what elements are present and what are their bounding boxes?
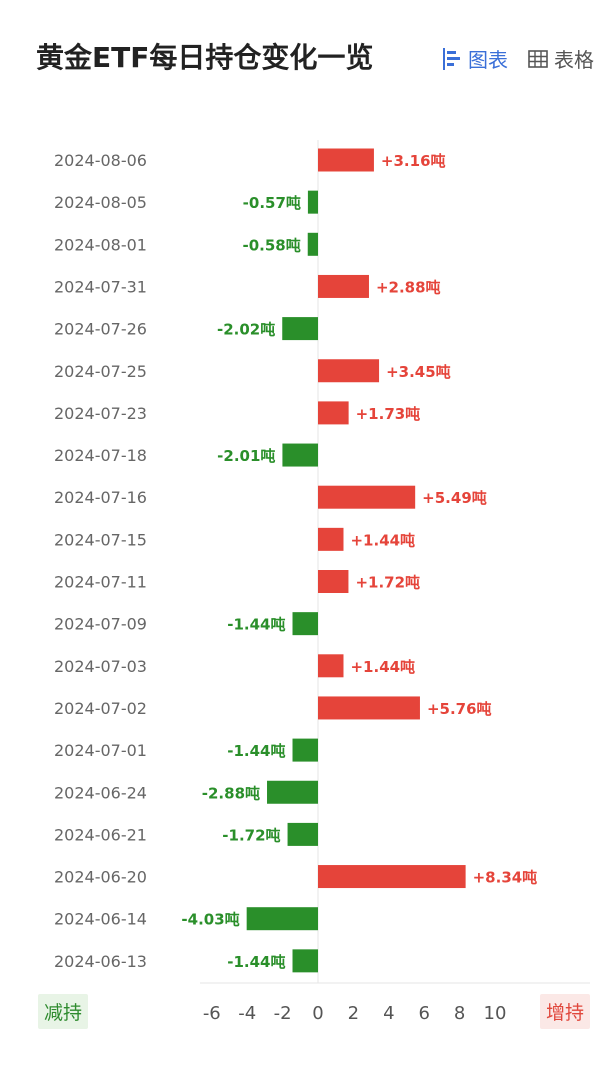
bar-data-label: +8.34吨 bbox=[473, 869, 538, 887]
bar-data-label: -4.03吨 bbox=[181, 911, 239, 929]
negative-bar bbox=[292, 738, 318, 762]
negative-bar bbox=[246, 907, 318, 931]
positive-bar bbox=[318, 485, 416, 509]
x-tick-label: -2 bbox=[274, 1003, 292, 1024]
bar-chart-icon bbox=[443, 47, 460, 70]
table-grid-icon bbox=[528, 49, 548, 68]
category-label: 2024-08-01 bbox=[54, 235, 147, 254]
chart-header: 黄金ETF每日持仓变化一览 图表 表格 bbox=[0, 0, 608, 110]
x-tick-label: 0 bbox=[312, 1003, 323, 1024]
bar-data-label: +1.44吨 bbox=[350, 531, 415, 549]
category-label: 2024-07-26 bbox=[54, 320, 147, 339]
bar-data-label: +2.88吨 bbox=[376, 278, 441, 296]
category-label: 2024-07-15 bbox=[54, 530, 147, 549]
x-tick-label: 2 bbox=[348, 1003, 359, 1024]
x-tick-label: 8 bbox=[454, 1003, 465, 1024]
negative-bar bbox=[267, 780, 318, 804]
category-label: 2024-07-23 bbox=[54, 404, 147, 423]
bar-data-label: -0.57吨 bbox=[243, 194, 301, 212]
category-label: 2024-07-02 bbox=[54, 699, 147, 718]
category-label: 2024-07-25 bbox=[54, 362, 147, 381]
bar-data-label: -2.02吨 bbox=[217, 321, 275, 339]
negative-bar bbox=[292, 612, 318, 636]
positive-bar bbox=[318, 654, 344, 678]
category-label: 2024-07-16 bbox=[54, 488, 147, 507]
negative-bar bbox=[287, 822, 318, 846]
category-label: 2024-06-13 bbox=[54, 952, 147, 971]
bar-data-label: -1.44吨 bbox=[227, 953, 285, 971]
page-title: 黄金ETF每日持仓变化一览 bbox=[36, 41, 374, 74]
bar-data-label: -2.01吨 bbox=[217, 447, 275, 465]
bar-data-label: +5.49吨 bbox=[422, 489, 487, 507]
tab-chart-view[interactable]: 图表 bbox=[442, 44, 508, 73]
positive-bar bbox=[318, 696, 420, 720]
negative-bar bbox=[282, 443, 318, 467]
category-label: 2024-07-01 bbox=[54, 741, 147, 760]
category-label: 2024-06-14 bbox=[54, 910, 147, 929]
bar-data-label: -1.72吨 bbox=[222, 826, 280, 844]
category-label: 2024-07-09 bbox=[54, 615, 147, 634]
category-label: 2024-06-20 bbox=[54, 868, 147, 887]
positive-bar bbox=[318, 865, 466, 889]
category-label: 2024-08-06 bbox=[54, 151, 147, 170]
tab-chart-label: 图表 bbox=[468, 48, 508, 72]
category-label: 2024-06-21 bbox=[54, 825, 147, 844]
bar-data-label: +1.72吨 bbox=[355, 574, 420, 592]
positive-bar bbox=[318, 359, 380, 383]
bar-data-label: -0.58吨 bbox=[242, 236, 300, 254]
positive-bar bbox=[318, 527, 344, 551]
category-label: 2024-08-05 bbox=[54, 193, 147, 212]
tab-table-view[interactable]: 表格 bbox=[528, 44, 594, 73]
x-tick-label: 6 bbox=[418, 1003, 429, 1024]
bar-data-label: +5.76吨 bbox=[427, 700, 492, 718]
negative-bar bbox=[282, 317, 318, 341]
category-label: 2024-07-18 bbox=[54, 446, 147, 465]
category-label: 2024-06-24 bbox=[54, 783, 147, 802]
positive-bar bbox=[318, 274, 369, 298]
category-label: 2024-07-03 bbox=[54, 657, 147, 676]
bar-data-label: +1.44吨 bbox=[350, 658, 415, 676]
x-tick-label: 10 bbox=[484, 1003, 507, 1024]
increase-legend-label: 增持 bbox=[540, 994, 591, 1029]
bar-data-label: -1.44吨 bbox=[227, 616, 285, 634]
negative-bar bbox=[307, 190, 318, 214]
category-label: 2024-07-31 bbox=[54, 277, 147, 296]
negative-bar bbox=[307, 232, 318, 256]
negative-bar bbox=[292, 949, 318, 973]
x-tick-label: -4 bbox=[238, 1003, 256, 1024]
positive-bar bbox=[318, 570, 349, 593]
reduce-legend-label: 减持 bbox=[38, 994, 89, 1029]
bar-data-label: -2.88吨 bbox=[202, 784, 260, 802]
bar-data-label: +3.16吨 bbox=[381, 152, 446, 170]
positive-bar bbox=[318, 401, 349, 425]
x-tick-label: 4 bbox=[383, 1003, 394, 1024]
tab-table-label: 表格 bbox=[554, 48, 594, 72]
positive-bar bbox=[318, 148, 374, 172]
bar-data-label: +3.45吨 bbox=[386, 363, 451, 381]
category-label: 2024-07-11 bbox=[54, 573, 147, 592]
bar-data-label: -1.44吨 bbox=[227, 742, 285, 760]
x-tick-label: -6 bbox=[203, 1003, 221, 1024]
bar-data-label: +1.73吨 bbox=[356, 405, 421, 423]
